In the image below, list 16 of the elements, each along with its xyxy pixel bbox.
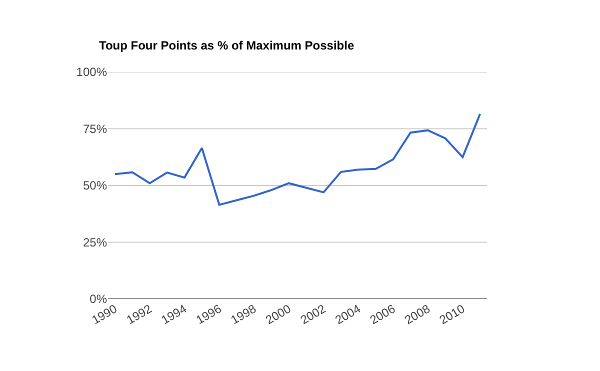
- x-tick-label: 1998: [228, 302, 259, 328]
- y-tick-label: 100%: [76, 65, 108, 80]
- x-tick-label: 2008: [402, 302, 433, 328]
- chart-title: Toup Four Points as % of Maximum Possible: [99, 38, 354, 52]
- y-tick-label: 25%: [82, 235, 108, 250]
- x-tick-label: 2006: [367, 302, 398, 328]
- y-tick-label: 50%: [82, 178, 108, 193]
- x-tick-label: 1994: [158, 302, 190, 328]
- y-tick-label: 75%: [82, 122, 108, 136]
- x-tick-label: 2010: [437, 302, 468, 328]
- x-tick-label: 2000: [263, 302, 294, 328]
- line-series: [114, 113, 482, 206]
- x-tick-label: 2002: [298, 302, 328, 328]
- x-tick-label: 1992: [124, 302, 154, 328]
- x-tick-label: 2004: [332, 302, 364, 328]
- x-tick-label: 1996: [194, 302, 224, 328]
